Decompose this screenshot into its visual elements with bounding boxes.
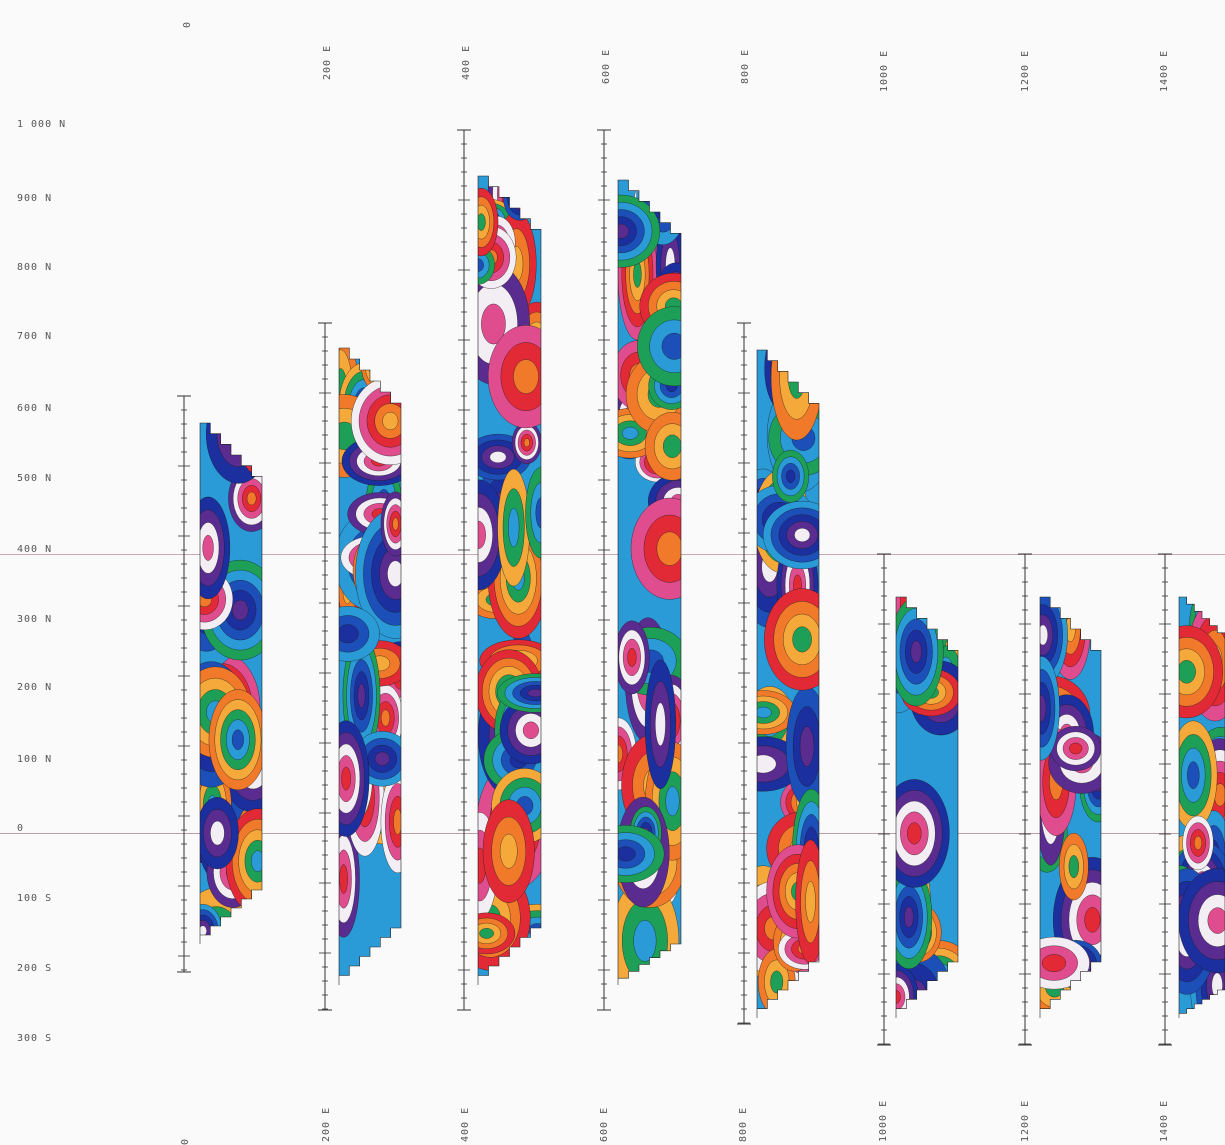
y-label-0: 0 [17, 823, 25, 834]
bottom-label-400e: 400 E [460, 1106, 471, 1142]
bottom-label-1000e: 1000 E [878, 1099, 889, 1142]
section-axis [318, 322, 332, 1011]
top-label-1200e: 1200 E [1020, 49, 1031, 92]
section-panel [1039, 596, 1102, 1018]
y-label-300n: 300 N [17, 614, 53, 625]
section-axis [457, 129, 471, 1011]
y-label-400n: 400 N [17, 544, 53, 555]
top-label-0: 0 [182, 20, 193, 28]
bottom-label-0: 0 [180, 1137, 191, 1145]
section-axis [737, 322, 751, 1025]
y-label-100s: 100 S [17, 893, 53, 904]
top-label-600e: 600 E [601, 48, 612, 84]
section-axis [877, 553, 891, 1046]
top-label-1000e: 1000 E [879, 49, 890, 92]
section-panel [477, 175, 542, 985]
y-label-500n: 500 N [17, 473, 53, 484]
y-label-100n: 100 N [17, 754, 53, 765]
reference-line-0 [0, 833, 1225, 834]
bottom-label-200e: 200 E [321, 1106, 332, 1142]
section-panel [895, 596, 959, 1018]
section-axis [1018, 553, 1032, 1046]
section-panel [1178, 596, 1225, 1018]
y-label-700n: 700 N [17, 331, 53, 342]
top-label-400e: 400 E [461, 44, 472, 80]
section-axis [597, 129, 611, 1011]
y-label-200n: 200 N [17, 682, 53, 693]
bottom-label-1200e: 1200 E [1020, 1099, 1031, 1142]
top-label-800e: 800 E [740, 48, 751, 84]
y-label-900n: 900 N [17, 193, 53, 204]
section-panel [617, 179, 682, 985]
bottom-label-800e: 800 E [738, 1106, 749, 1142]
reference-line-400n [0, 554, 1225, 555]
y-label-800n: 800 N [17, 262, 53, 273]
bottom-label-600e: 600 E [599, 1106, 610, 1142]
top-label-200e: 200 E [322, 44, 333, 80]
top-label-1400e: 1400 E [1159, 49, 1170, 92]
y-label-300s: 300 S [17, 1033, 53, 1044]
bottom-label-1400e: 1400 E [1159, 1099, 1170, 1142]
section-panel [199, 422, 263, 944]
y-label-200s: 200 S [17, 963, 53, 974]
y-label-600n: 600 N [17, 403, 53, 414]
y-label-1000n: 1 000 N [17, 119, 67, 130]
section-axis [1158, 553, 1172, 1046]
section-axis [177, 395, 191, 973]
